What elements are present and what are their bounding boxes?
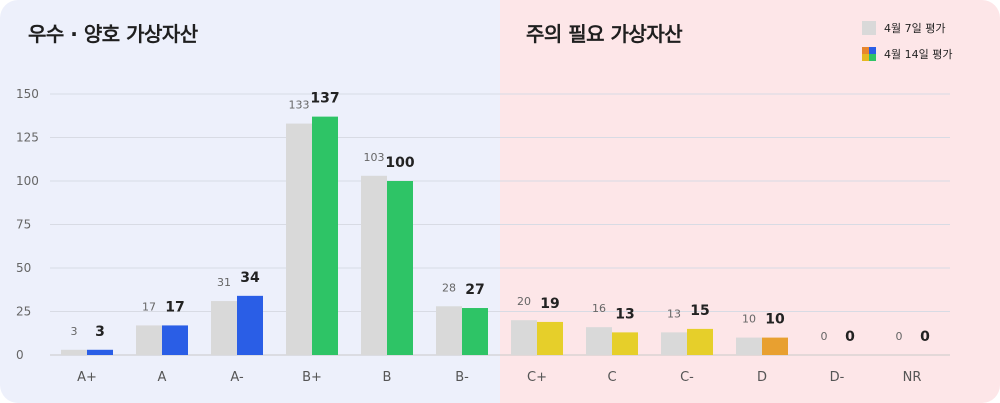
data-label-prev-C+: 20 xyxy=(517,295,531,308)
bar-curr-A xyxy=(162,325,188,355)
data-label-curr-C: 13 xyxy=(615,306,634,322)
data-label-prev-B: 103 xyxy=(364,151,385,164)
data-label-curr-B-: 27 xyxy=(465,282,484,298)
y-tick-label: 50 xyxy=(16,261,31,275)
bar-prev-A xyxy=(136,325,162,355)
x-tick-label-A-: A- xyxy=(230,370,244,385)
bar-curr-C+ xyxy=(537,321,563,355)
data-label-prev-C-: 13 xyxy=(667,307,681,320)
bar-prev-A- xyxy=(211,301,237,355)
legend-label-prev: 4월 7일 평가 xyxy=(884,22,946,35)
x-tick-label-B: B xyxy=(383,370,392,385)
legend-item-prev: 4월 7일 평가 xyxy=(862,20,952,36)
y-tick-label: 0 xyxy=(16,348,24,362)
x-tick-label-B+: B+ xyxy=(302,370,322,385)
y-tick-label: 100 xyxy=(16,174,39,188)
bar-prev-C xyxy=(586,327,612,355)
legend-swatch-prev xyxy=(862,21,876,35)
data-label-prev-NR: 0 xyxy=(896,330,903,343)
data-label-prev-B+: 133 xyxy=(289,99,310,112)
data-label-curr-D-: 0 xyxy=(845,329,855,345)
data-label-prev-D: 10 xyxy=(742,313,756,326)
x-tick-label-B-: B- xyxy=(455,370,469,385)
data-label-prev-B-: 28 xyxy=(442,281,456,294)
data-label-prev-C: 16 xyxy=(592,302,606,315)
y-tick-label: 125 xyxy=(16,131,39,145)
data-label-prev-D-: 0 xyxy=(821,330,828,343)
bar-curr-B xyxy=(387,181,413,355)
bar-curr-A+ xyxy=(87,349,113,355)
caution-assets-panel xyxy=(500,0,1000,403)
data-label-curr-NR: 0 xyxy=(920,329,930,345)
legend-label-curr: 4월 14일 평가 xyxy=(884,48,953,61)
bar-prev-C+ xyxy=(511,320,537,355)
data-label-prev-A: 17 xyxy=(142,300,156,313)
bar-curr-C xyxy=(612,332,638,355)
data-label-curr-A-: 34 xyxy=(240,270,260,286)
y-tick-label: 75 xyxy=(16,218,31,232)
bar-prev-B+ xyxy=(286,123,312,355)
data-label-curr-B+: 137 xyxy=(310,91,339,107)
bar-prev-A+ xyxy=(61,349,87,355)
bar-prev-B xyxy=(361,175,387,355)
data-label-prev-A+: 3 xyxy=(71,325,78,338)
y-tick-label: 25 xyxy=(16,305,31,319)
x-tick-label-NR: NR xyxy=(903,370,922,385)
legend: 4월 7일 평가 4월 14일 평가 xyxy=(862,20,952,72)
data-label-curr-A+: 3 xyxy=(95,324,105,340)
bar-curr-A- xyxy=(237,295,263,355)
legend-swatch-curr xyxy=(862,47,876,61)
x-tick-label-A: A xyxy=(158,370,167,385)
x-tick-label-A+: A+ xyxy=(77,370,97,385)
bar-curr-D xyxy=(762,337,788,355)
x-tick-label-C: C xyxy=(607,370,616,385)
data-label-curr-B: 100 xyxy=(385,155,414,171)
data-label-curr-A: 17 xyxy=(165,299,184,315)
x-tick-label-C+: C+ xyxy=(527,370,547,385)
y-tick-label: 150 xyxy=(16,87,39,101)
x-tick-label-C-: C- xyxy=(680,370,694,385)
bar-curr-C- xyxy=(687,328,713,355)
bar-curr-B+ xyxy=(312,116,338,356)
data-label-curr-C-: 15 xyxy=(690,303,709,319)
data-label-prev-A-: 31 xyxy=(217,276,231,289)
good-assets-title: 우수 · 양호 가상자산 xyxy=(28,22,198,46)
x-tick-label-D: D xyxy=(757,370,767,385)
bar-prev-D xyxy=(736,337,762,355)
bar-prev-B- xyxy=(436,306,462,355)
legend-item-curr: 4월 14일 평가 xyxy=(862,46,952,62)
data-label-curr-D: 10 xyxy=(765,312,785,328)
caution-assets-title: 주의 필요 가상자산 xyxy=(526,22,683,46)
bar-prev-C- xyxy=(661,332,687,355)
data-label-curr-C+: 19 xyxy=(540,296,559,312)
x-tick-label-D-: D- xyxy=(830,370,845,385)
bar-curr-B- xyxy=(462,308,488,355)
